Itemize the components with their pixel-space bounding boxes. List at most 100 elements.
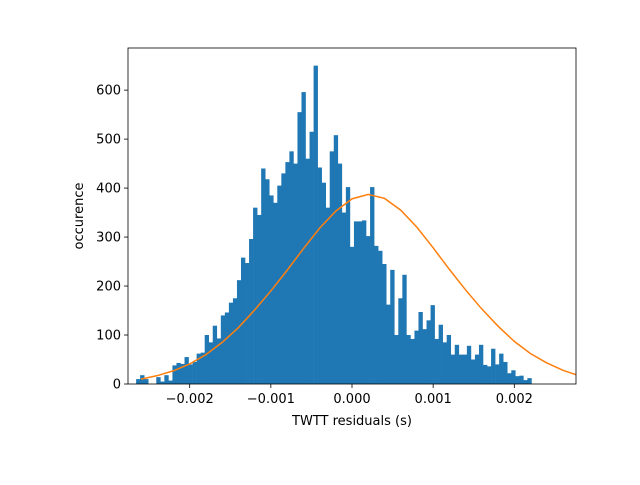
histogram-bar — [192, 361, 197, 384]
y-tick-label: 500 — [96, 133, 121, 148]
histogram-bar — [438, 324, 443, 384]
histogram-bar — [257, 215, 262, 384]
histogram-bar — [462, 354, 468, 384]
histogram-bar — [309, 131, 314, 384]
y-tick-label: 600 — [96, 84, 121, 99]
histogram-bar — [362, 220, 367, 384]
histogram-bar — [418, 312, 423, 384]
histogram-bar — [236, 280, 242, 384]
histogram-bar — [184, 357, 189, 384]
histogram-bar — [366, 236, 371, 384]
histogram-bar — [200, 352, 205, 384]
histogram-bar — [426, 320, 431, 384]
histogram-bar — [297, 112, 302, 384]
histogram-bar — [378, 250, 383, 384]
histogram-bar — [374, 245, 379, 384]
histogram-bar — [487, 366, 492, 384]
histogram-bar — [285, 162, 290, 384]
histogram-bar — [474, 354, 480, 384]
histogram-bar — [523, 380, 528, 384]
histogram-bar — [261, 168, 266, 384]
y-axis-ticks: 0 100 200 300 400 500 600 — [96, 84, 128, 393]
histogram-bar — [176, 362, 181, 384]
histogram-bar — [204, 335, 210, 384]
histogram-bar — [386, 304, 391, 384]
histogram-bar — [410, 338, 415, 384]
x-tick-label: 0.000 — [333, 392, 370, 407]
histogram-bar — [402, 274, 407, 384]
histogram-bar — [507, 373, 512, 384]
histogram-bar — [140, 375, 145, 384]
x-axis-label: TWTT residuals (s) — [291, 414, 412, 429]
histogram-bar — [265, 179, 270, 384]
histogram-bar — [527, 378, 532, 384]
histogram-bar — [349, 246, 355, 384]
histogram-bar — [394, 335, 399, 384]
histogram-bar — [180, 363, 185, 384]
y-tick-label: 100 — [96, 329, 121, 344]
histogram-bar — [164, 375, 169, 384]
histogram-bar — [325, 207, 331, 384]
histogram-bar — [491, 348, 496, 384]
histogram-bar — [450, 354, 456, 384]
histogram-bar — [503, 361, 508, 384]
histogram-bar — [329, 151, 335, 384]
histogram-bar — [253, 207, 258, 384]
histogram-bar — [216, 338, 222, 384]
fit-curve — [140, 193, 577, 380]
histogram-bar — [442, 342, 447, 384]
histogram-bar — [341, 212, 347, 384]
histogram-bar — [224, 312, 230, 384]
histogram-bar — [483, 364, 488, 384]
x-axis-ticks: −0.002 −0.001 0.000 0.001 0.002 — [166, 384, 533, 407]
histogram-bar — [220, 315, 226, 384]
histogram-bar — [273, 202, 278, 384]
histogram-bar — [454, 344, 460, 384]
histogram-bar — [160, 381, 165, 384]
histogram-bar — [240, 257, 246, 384]
histogram-bar — [390, 269, 395, 384]
histogram-bar — [515, 376, 520, 384]
histogram-bar — [446, 335, 452, 384]
histogram-bar — [208, 342, 214, 384]
histogram-bar — [144, 379, 149, 384]
y-tick-label: 0 — [113, 378, 121, 393]
histogram-bar — [406, 335, 411, 384]
histogram-bar — [277, 185, 282, 384]
histogram-bar — [458, 354, 464, 384]
histogram-bar — [305, 158, 310, 384]
histogram-bar — [345, 187, 351, 384]
x-tick-label: 0.001 — [415, 392, 452, 407]
histogram-bar — [478, 344, 484, 384]
histogram-bar — [499, 353, 504, 384]
histogram-bar — [313, 65, 318, 384]
histogram-bar — [136, 379, 141, 384]
histogram-bar — [337, 163, 343, 384]
histogram-bar — [434, 338, 439, 384]
histogram-bar — [168, 380, 173, 384]
y-tick-label: 200 — [96, 280, 121, 295]
histogram-bar — [357, 221, 363, 384]
histogram-bar — [212, 325, 218, 384]
histogram-bar — [196, 353, 201, 384]
histogram-bar — [281, 173, 286, 384]
histogram-bar — [232, 298, 238, 384]
histogram-bar — [156, 377, 161, 384]
histogram-bar — [370, 187, 375, 384]
histogram-bar — [333, 135, 339, 384]
histogram-bar — [353, 221, 359, 384]
y-tick-label: 400 — [96, 182, 121, 197]
histogram-bar — [249, 239, 254, 384]
x-tick-label: 0.002 — [496, 392, 533, 407]
histogram-bar — [495, 364, 500, 384]
histogram-bar — [301, 92, 306, 384]
histogram-bar — [317, 167, 322, 384]
histogram-bar — [245, 263, 250, 384]
histogram-bar — [293, 163, 298, 384]
histogram-bar — [470, 359, 476, 384]
histogram-bar — [511, 370, 516, 384]
histogram-bar — [398, 298, 403, 384]
y-axis-label: occurence — [72, 183, 87, 250]
